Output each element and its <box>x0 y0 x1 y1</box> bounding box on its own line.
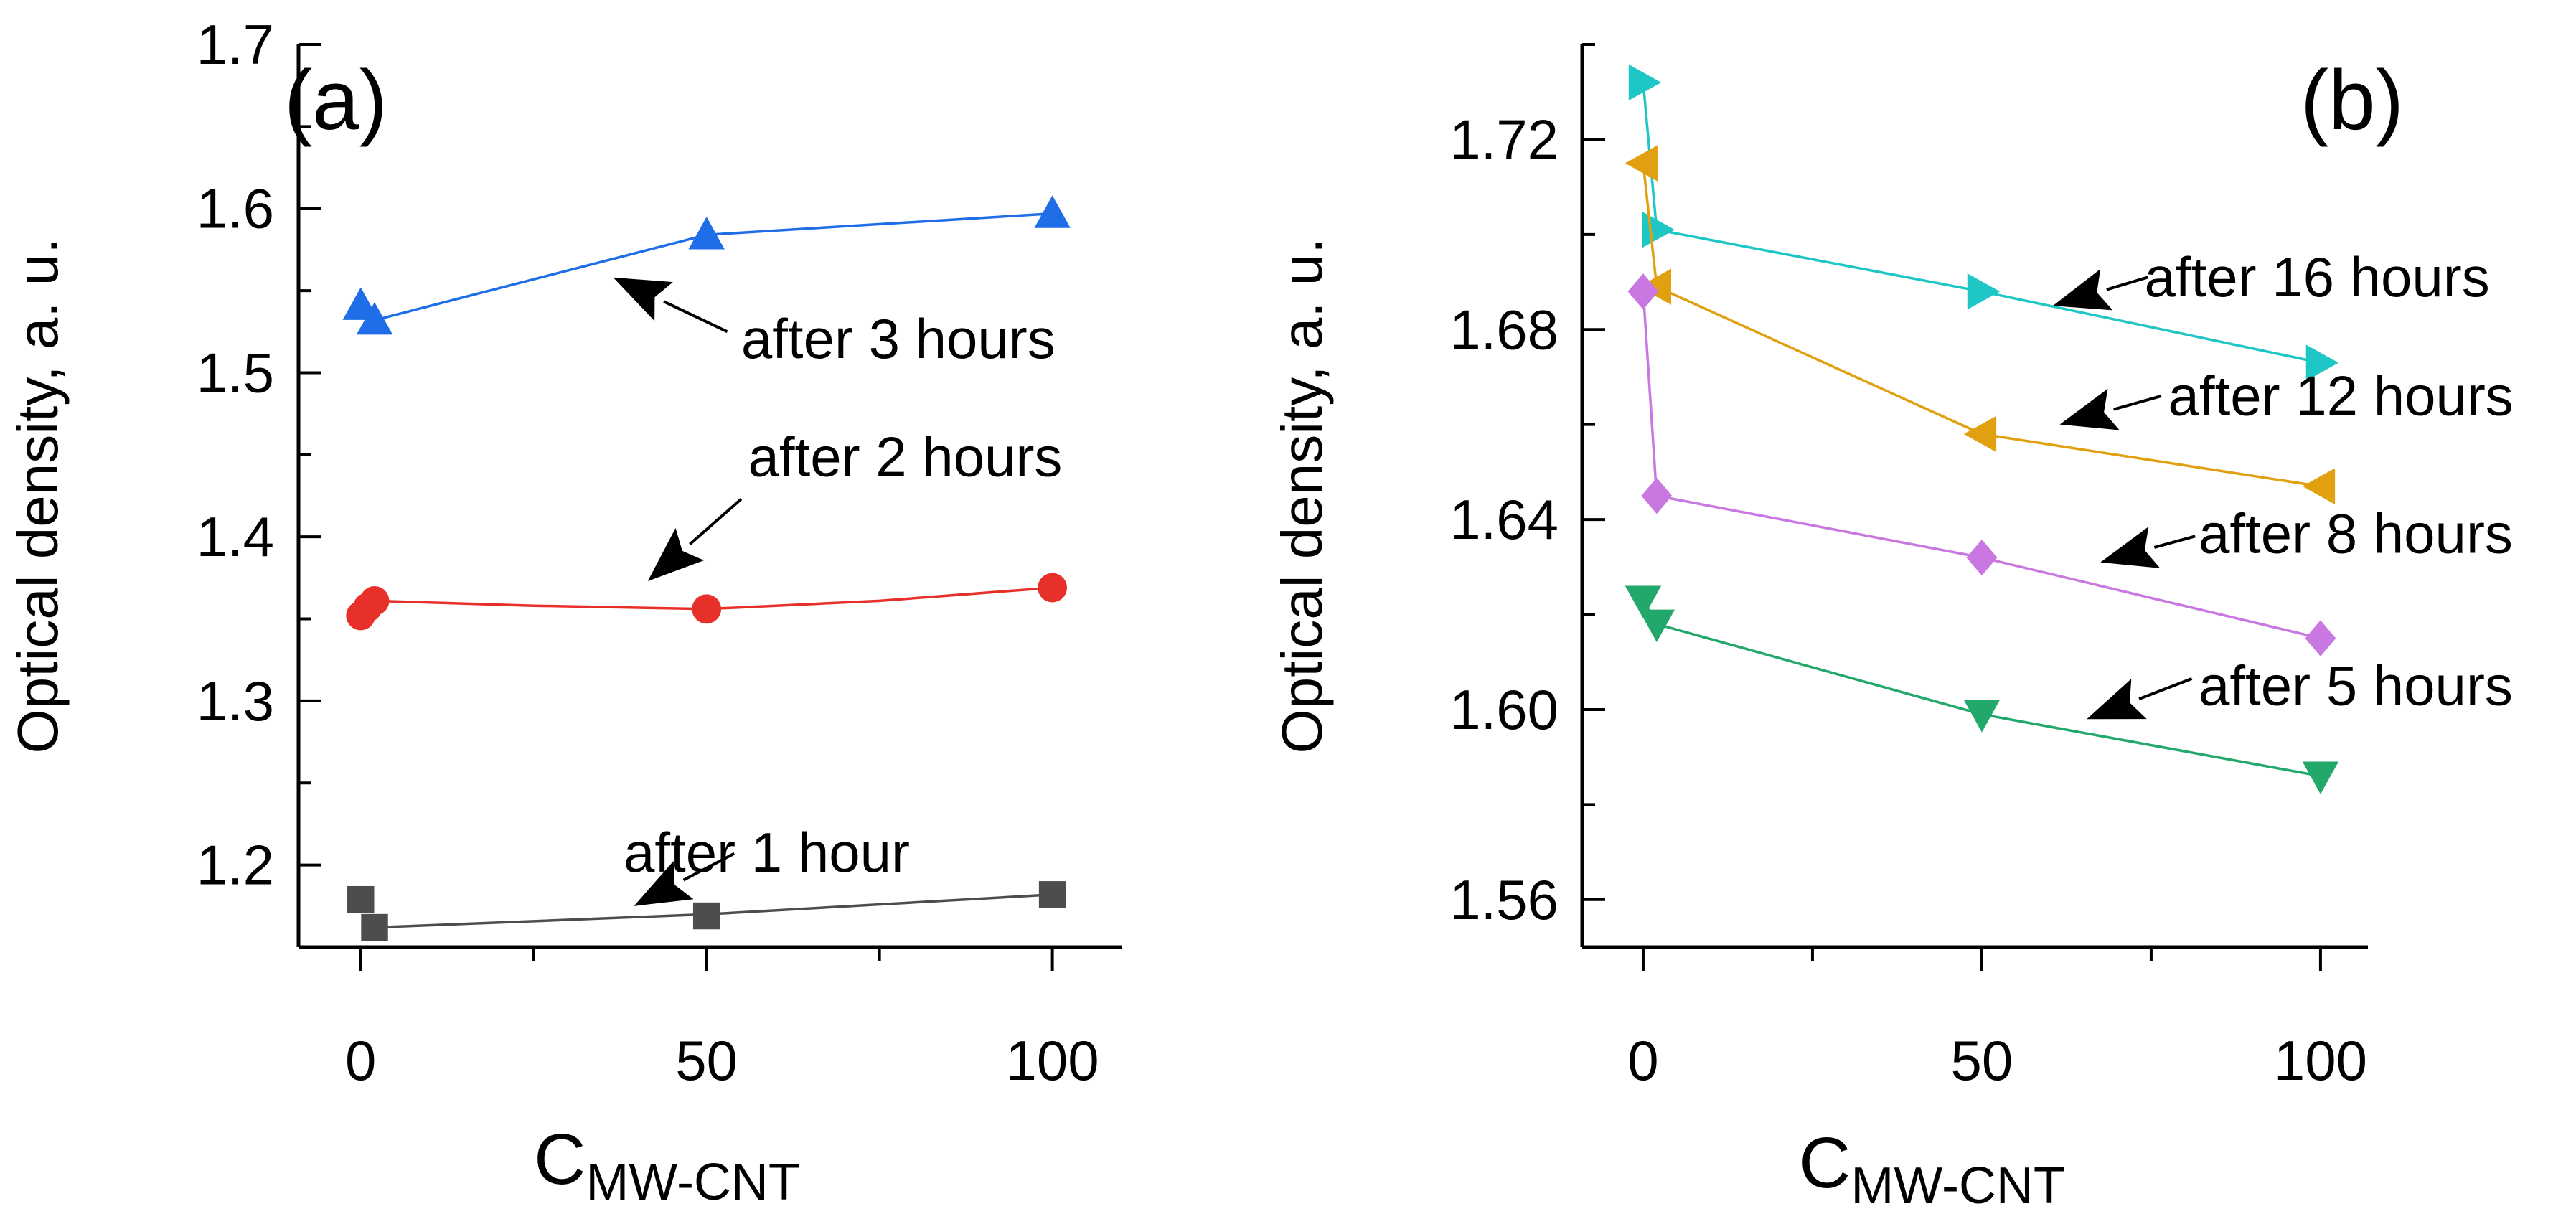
panel-b-point-after-5-hours <box>1638 609 1675 642</box>
panel-b-point-after-12-hours <box>1625 145 1658 182</box>
panel-b-point-after-16-hours <box>1967 273 2001 310</box>
panel-a-y-tick-label: 1.7 <box>197 13 274 76</box>
panel-b-point-after-8-hours <box>1966 539 1998 576</box>
panel-b-x-tick-label: 0 <box>1627 1029 1658 1092</box>
panel-a-arrow-after-2-hours-shaft <box>689 498 743 545</box>
panel-a-x-tick-label: 0 <box>345 1029 376 1092</box>
panel-b-y-tick-label: 1.68 <box>1449 298 1559 361</box>
panel-b-series-line-after-16-hours <box>1642 82 2321 364</box>
panel-b-point-after-12-hours <box>1638 268 1671 305</box>
panel-b-y-tick-label: 1.60 <box>1449 678 1559 741</box>
panel-b-point-after-8-hours <box>2305 620 2336 656</box>
panel-b-y-tick-label: 1.72 <box>1449 108 1559 171</box>
panel-a-point-after-1-hour <box>1038 881 1066 908</box>
panel-a-y-tick-label: 1.5 <box>197 341 274 404</box>
panel-b-y-axis-title: Optical density, a. u. <box>1270 238 1334 754</box>
panel-a-point-after-3-hours <box>1034 195 1071 228</box>
panel-a-point-after-1-hour <box>692 902 720 930</box>
panel-b-x-tick-label: 100 <box>2274 1029 2367 1092</box>
panel-b-annotation-after-8-hours: after 8 hours <box>2199 502 2513 565</box>
panel-b-point-after-5-hours <box>1963 700 2001 733</box>
panel-a-annotation-after-1-hour: after 1 hour <box>624 821 910 884</box>
panel-b-point-after-8-hours <box>1627 273 1659 310</box>
panel-a-point-after-3-hours <box>356 302 393 335</box>
panel-a-arrow-after-2-hours-head <box>647 527 705 581</box>
panel-b-arrow-after-5-hours-shaft <box>2138 677 2193 701</box>
panel-b-series-line-after-12-hours <box>1642 163 2321 488</box>
panel-b-annotation-after-16-hours: after 16 hours <box>2144 245 2489 309</box>
panel-a-point-after-1-hour <box>361 913 388 941</box>
panel-b-x-axis-title: CMW-CNT <box>1799 1123 2065 1215</box>
panel-b-arrow-after-12-hours-head <box>2059 388 2120 430</box>
panel-a-y-tick-label: 1.4 <box>197 505 274 568</box>
panel-a-point-after-2-hours <box>692 594 722 624</box>
panel-b-annotation-after-5-hours: after 5 hours <box>2199 654 2513 717</box>
panel-a-x-tick-label: 50 <box>675 1029 738 1092</box>
panel-b-series-line-after-8-hours <box>1642 291 2321 640</box>
panel-a-y-tick-label: 1.3 <box>197 669 274 733</box>
panel-a-point-after-3-hours <box>688 217 725 250</box>
panel-b-arrow-after-8-hours-shaft <box>2153 535 2196 549</box>
panel-b-arrow-after-16-hours-shaft <box>2106 276 2148 291</box>
panel-b-panel-label: (b) <box>2300 53 2404 148</box>
panel-a-annotation-after-3-hours: after 3 hours <box>741 307 1056 370</box>
panel-b: 1.56 1.60 1.64 1.68 1.72 0 50 100 Optical densit… <box>1270 43 2514 1215</box>
panel-a-arrow-after-1-hour-head <box>634 861 694 906</box>
panel-b-y-tick-label: 1.56 <box>1449 868 1559 931</box>
panel-a-y-tick-label: 1.2 <box>197 834 274 897</box>
panel-b-arrow-after-8-hours-head <box>2100 527 2161 568</box>
panel-a-x-tick-label: 100 <box>1006 1029 1099 1092</box>
panel-a-y-axis-title: Optical density, a. u. <box>6 238 70 754</box>
panel-b-arrow-after-5-hours-head <box>2087 679 2147 720</box>
panel-a-point-after-1-hour <box>347 885 375 913</box>
panel-a-x-axis-title: CMW-CNT <box>534 1119 800 1211</box>
panel-a-y-tick-label: 1.6 <box>197 177 274 240</box>
panel-b-point-after-5-hours <box>2302 761 2339 794</box>
panel-b-point-after-16-hours <box>2305 344 2339 381</box>
panel-b-point-after-12-hours <box>2302 468 2336 504</box>
panel-a-point-after-2-hours <box>1038 573 1068 603</box>
panel-a: 1.2 1.3 1.4 1.5 1.6 1.7 0 50 100 Optical density,… <box>6 13 1122 1211</box>
panel-a-annotation-after-2-hours: after 2 hours <box>748 425 1063 489</box>
panel-b-arrow-after-16-hours-head <box>2053 268 2113 311</box>
panel-b-annotation-after-12-hours: after 12 hours <box>2168 364 2514 427</box>
panel-b-x-tick-label: 50 <box>1951 1029 2013 1092</box>
panel-a-arrow-after-1-hour-shaft <box>682 852 735 882</box>
panel-a-point-after-2-hours <box>359 585 390 616</box>
panel-b-y-tick-label: 1.64 <box>1449 488 1559 551</box>
panel-b-point-after-12-hours <box>1963 415 1997 453</box>
panel-b-arrow-after-12-hours-shaft <box>2113 395 2162 411</box>
panel-b-point-after-5-hours <box>1625 585 1662 618</box>
panel-a-arrow-after-3-hours-head <box>613 277 673 321</box>
panel-b-point-after-16-hours <box>1628 64 1662 101</box>
panel-a-panel-label: (a) <box>284 53 387 148</box>
panel-b-point-after-8-hours <box>1641 477 1673 514</box>
panel-a-arrow-after-3-hours-shaft <box>663 300 728 334</box>
panel-b-point-after-16-hours <box>1642 212 1675 248</box>
